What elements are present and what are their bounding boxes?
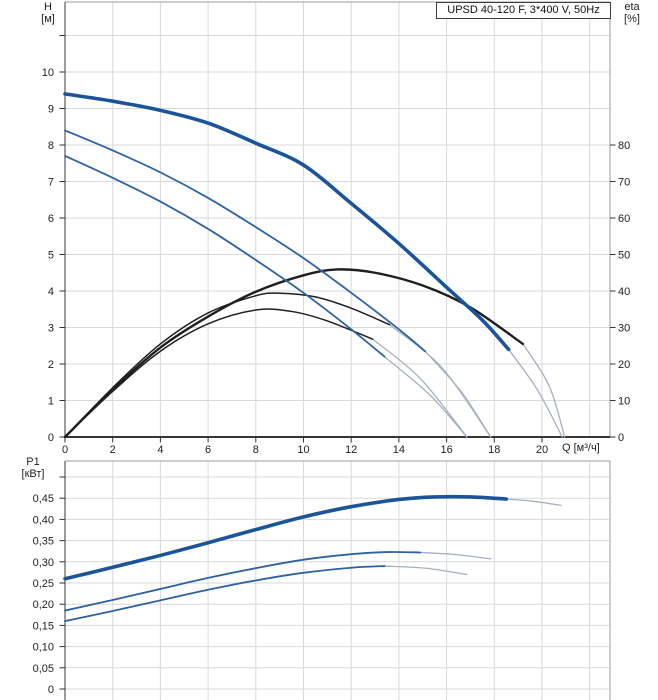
bottom-chart-grid	[65, 461, 610, 700]
eta-speed2-extension	[388, 323, 492, 438]
top-chart-border	[64, 1, 611, 438]
eta-speed1-extension	[372, 338, 468, 438]
head-tick-label: 9	[48, 104, 54, 116]
eta-tick-label: 70	[618, 177, 630, 189]
head-speed2	[64, 129, 427, 353]
head-axis-unit: [м]	[41, 13, 55, 25]
head-tick-label: 8	[48, 140, 54, 152]
flow-tick-label: 2	[110, 444, 116, 456]
flow-tick-label: 6	[205, 444, 211, 456]
power-speed2	[64, 551, 422, 612]
eta-tick-label: 30	[618, 323, 630, 335]
power-tick-label: 0,30	[33, 557, 54, 569]
eta-axis-unit: [%]	[624, 13, 640, 25]
power-tick-label: 0,05	[33, 663, 54, 675]
power-speed3	[63, 494, 509, 581]
head-speed3	[63, 92, 511, 352]
eta-axis-label: eta	[624, 1, 640, 13]
power-speed1	[64, 565, 386, 623]
eta-speed2	[64, 292, 391, 438]
head-tick-label: 5	[48, 250, 54, 262]
eta-speed1	[64, 308, 374, 438]
flow-tick-label: 8	[253, 444, 259, 456]
eta-speed3-extension	[522, 343, 566, 438]
head-tick-label: 7	[48, 177, 54, 189]
eta-tick-label: 80	[618, 140, 630, 152]
power-tick-label: 0,20	[33, 599, 54, 611]
head-tick-label: 4	[48, 286, 54, 298]
pump-title-box: UPSD 40-120 F, 3*400 V, 50Hz	[436, 2, 611, 19]
head-speed3-extension	[507, 348, 563, 438]
head-tick-label: 6	[48, 213, 54, 225]
head-tick-label: 3	[48, 323, 54, 335]
top-chart-curves	[63, 92, 566, 439]
eta-tick-label: 10	[618, 396, 630, 408]
eta-tick-label: 40	[618, 286, 630, 298]
power-tick-label: 0,15	[33, 620, 54, 632]
eta-tick-label: 0	[618, 432, 624, 444]
head-tick-label: 0	[48, 432, 54, 444]
eta-tick-label: 50	[618, 250, 630, 262]
power-tick-label: 0,10	[33, 642, 54, 654]
head-speed1	[64, 155, 386, 358]
top-chart-ticks: 0 2 4 6 8 10 12 14 16 18 2001234567891001020304050…	[42, 35, 630, 456]
bottom-chart-curves	[63, 494, 562, 623]
power-tick-label: 0	[48, 684, 54, 696]
head-axis-label: H	[44, 1, 52, 13]
power-speed2-extension	[419, 551, 492, 560]
power-tick-label: 0,35	[33, 536, 54, 548]
flow-tick-label: 0	[62, 444, 68, 456]
head-tick-label: 2	[48, 359, 54, 371]
flow-tick-label: 18	[488, 444, 500, 456]
flow-tick-label: 12	[345, 444, 357, 456]
head-tick-label: 10	[42, 67, 54, 79]
power-tick-label: 0,25	[33, 578, 54, 590]
flow-tick-label: 16	[440, 444, 452, 456]
bottom-chart-border	[64, 460, 611, 700]
power-speed3-extension	[505, 498, 562, 507]
eta-tick-label: 60	[618, 213, 630, 225]
flow-tick-label: 4	[157, 444, 163, 456]
power-speed1-extension	[383, 565, 468, 576]
head-speed1-extension	[383, 356, 468, 438]
head-tick-label: 1	[48, 396, 54, 408]
power-tick-label: 0,45	[33, 493, 54, 505]
power-tick-label: 0,40	[33, 514, 54, 526]
flow-tick-label: 10	[297, 444, 309, 456]
flow-tick-label: 14	[393, 444, 405, 456]
flow-axis-label: Q [м³/ч]	[562, 442, 600, 454]
power-axis-label: P1	[26, 456, 40, 468]
eta-tick-label: 20	[618, 359, 630, 371]
eta-speed3	[63, 268, 525, 439]
power-axis-unit: [кВт]	[21, 468, 45, 480]
bottom-chart-ticks: 0 0,05 0,10 0,15 0,20 0,25 0,30 0,35 0,40 0,45	[33, 476, 65, 696]
top-chart-grid	[65, 2, 610, 437]
flow-tick-label: 20	[536, 444, 548, 456]
